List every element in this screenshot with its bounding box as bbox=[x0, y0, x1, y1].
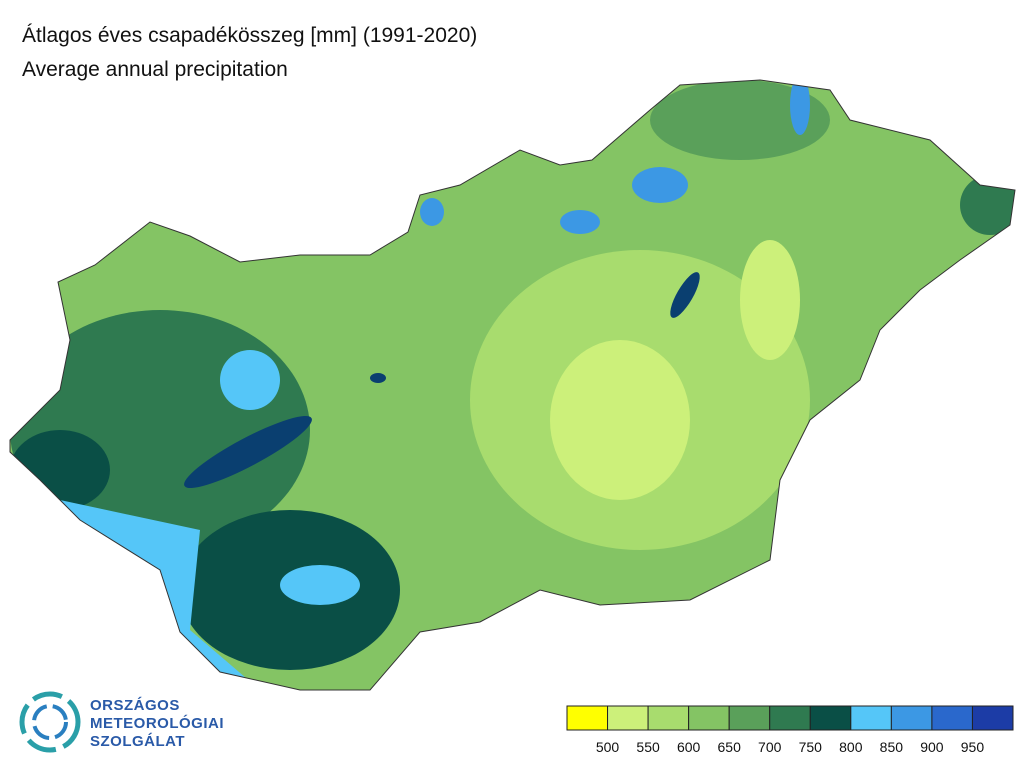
logo bbox=[19, 691, 81, 753]
legend-label: 900 bbox=[920, 739, 944, 755]
logo-line: ORSZÁGOS bbox=[90, 697, 180, 714]
legend-swatch bbox=[688, 705, 730, 731]
legend-swatch bbox=[809, 705, 852, 731]
legend-swatch bbox=[728, 705, 771, 731]
legend-swatch bbox=[850, 705, 892, 731]
lake-velence bbox=[370, 373, 386, 383]
legend-label: 950 bbox=[961, 739, 985, 755]
lake-tisza bbox=[670, 272, 700, 318]
lake-balaton bbox=[184, 416, 312, 488]
precipitation-field bbox=[10, 80, 1015, 690]
legend-swatch bbox=[607, 705, 649, 731]
legend-swatch bbox=[566, 705, 609, 731]
legend-label: 750 bbox=[799, 739, 823, 755]
legend-swatch bbox=[931, 705, 973, 731]
legend-label: 550 bbox=[636, 739, 660, 755]
legend-swatch bbox=[890, 705, 933, 731]
legend-swatch bbox=[971, 705, 1014, 731]
logo-line: SZOLGÁLAT bbox=[90, 733, 185, 750]
legend-label: 650 bbox=[718, 739, 742, 755]
title: Átlagos éves csapadékösszeg [mm] (1991-2… bbox=[22, 24, 477, 47]
legend-label: 500 bbox=[596, 739, 620, 755]
legend-label: 850 bbox=[880, 739, 904, 755]
legend-swatch bbox=[769, 705, 811, 731]
legend: 500 550 600 650 700 750 800 850 900 950 bbox=[566, 705, 1014, 755]
legend-label: 600 bbox=[677, 739, 701, 755]
legend-label: 800 bbox=[839, 739, 863, 755]
logo-line: METEOROLÓGIAI bbox=[90, 714, 224, 732]
legend-swatch bbox=[647, 705, 690, 731]
legend-label: 700 bbox=[758, 739, 782, 755]
subtitle: Average annual precipitation bbox=[22, 58, 288, 81]
